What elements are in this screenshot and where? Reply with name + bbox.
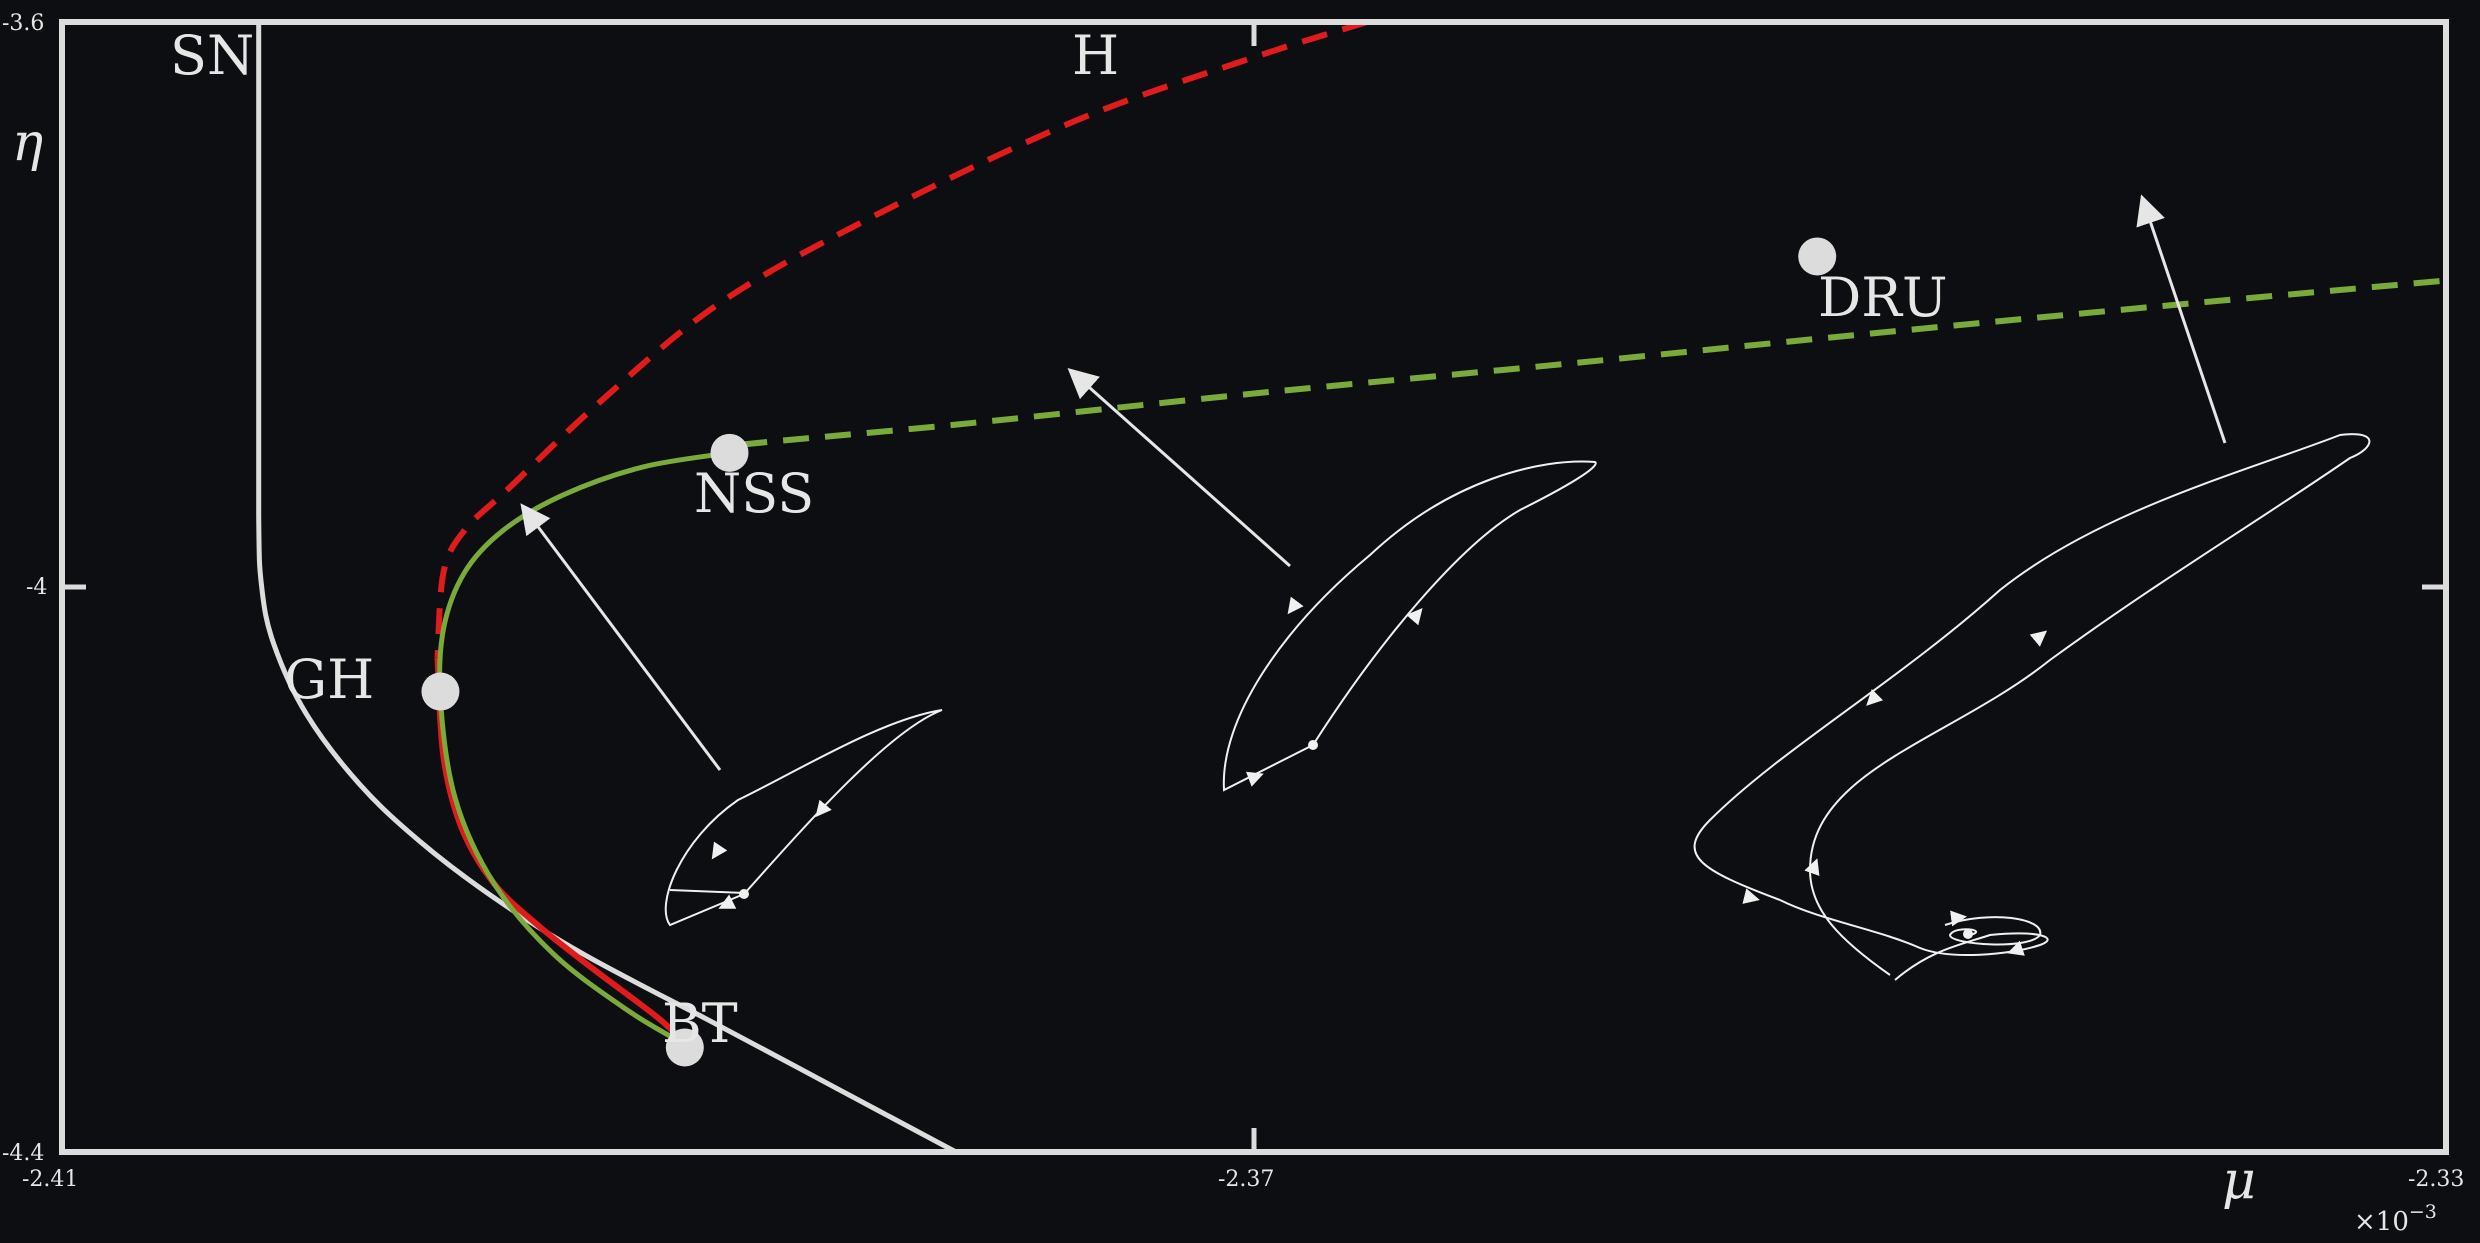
x-axis-label: μ [2222,1151,2256,1211]
inset-left-fixed-point [739,889,749,899]
x-scale-multiplier: ×10−3 [2354,1201,2437,1237]
y-axis-label: η [12,113,43,173]
inset-left-flow-arrow [718,894,737,909]
inset-right-flow-arrow [1804,858,1820,877]
inset-left-flow-arrow [815,799,832,818]
inset-middle-flow-arrow [1245,771,1264,787]
point-label-bt: BT [662,992,738,1055]
phase-portrait-insets [520,194,2371,981]
inset-middle-flow-arrow [1406,607,1423,626]
pointer-arrow-middle [1067,368,1291,568]
x-scale-exponent: −3 [2409,1201,2437,1223]
plot-frame [59,19,2449,1155]
point-label-nss: NSS [694,462,814,525]
inset-left-orbit [664,709,943,927]
inset-left-flow-arrow [711,841,728,860]
inset-right-flow-arrow [2029,630,2048,647]
y-tick-label-bottom: -4.4 [2,1141,44,1166]
hopf-curve-stable [434,657,690,1049]
sn-curve [255,22,958,1152]
homoclinic-curve-dashed [712,277,2446,456]
hopf-curve-unstable [434,22,1369,658]
pointer-arrow-right [2136,194,2227,444]
points-layer [421,237,1837,1067]
inset-middle-flow-arrow [1287,596,1304,615]
pointer-arrow-left [520,503,722,771]
x-tick-label-right: -2.33 [2408,1167,2464,1192]
ticks-layer [62,22,2446,1152]
point-nss [710,433,749,472]
inset-right-spiral [1944,916,2042,946]
sn-curve-label: SN [170,24,254,87]
inset-right-flow-arrow [2007,940,2025,956]
inset-right-fixed-point [1963,929,1973,939]
y-tick-label-top: -3.6 [2,11,44,36]
inset-right-flow-arrow [1866,688,1884,706]
x-scale-base: ×10 [2354,1207,2409,1237]
point-label-gh: GH [284,648,374,711]
inset-right-flow-arrow [1742,888,1760,904]
inset-middle-fixed-point [1308,740,1318,750]
hopf-curve-label: H [1072,24,1119,87]
x-tick-label-left: -2.41 [22,1167,78,1192]
curves-layer [255,22,2446,1152]
x-tick-label-mid: -2.37 [1218,1167,1274,1192]
inset-right-flow-arrow [1950,910,1967,927]
point-label-dru: DRU [1818,266,1947,329]
y-tick-label-mid: -4 [26,575,47,600]
inset-right-orbit [1693,433,2371,981]
point-gh [421,672,460,711]
inset-middle-orbit [1222,460,1597,792]
point-bt [665,1028,704,1067]
point-dru [1798,237,1837,276]
